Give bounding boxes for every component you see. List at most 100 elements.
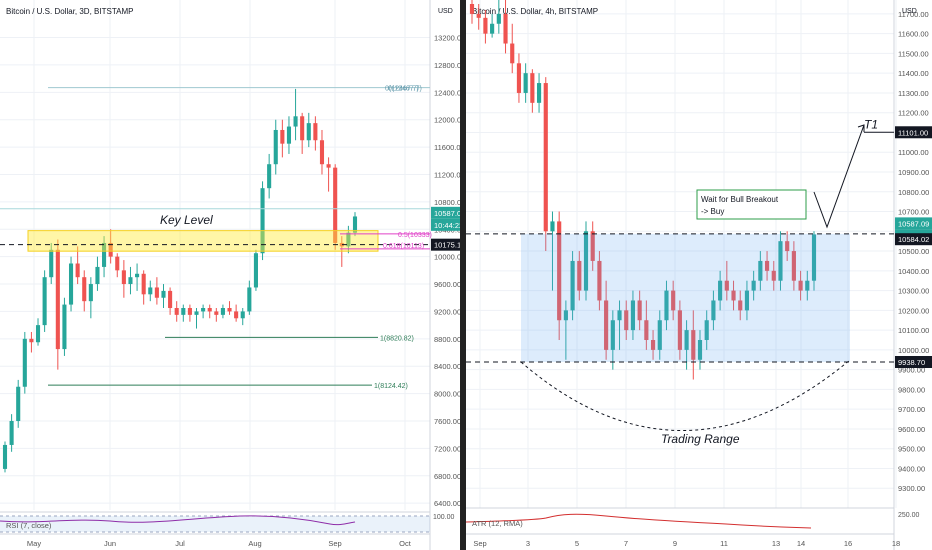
y-tick-label: 11600.00: [434, 143, 460, 152]
candle-body: [201, 308, 206, 312]
candle-body: [141, 273, 146, 295]
candle-body: [516, 63, 522, 93]
x-tick-label: Jul: [175, 539, 185, 548]
candle-body: [253, 253, 258, 288]
candle-body: [82, 277, 87, 302]
callout-box: [696, 189, 807, 220]
right-chart-pane[interactable]: 11700.00 11600.00 11500.00 11400.00 11300.00…: [466, 0, 932, 550]
current-price-tag-bg: [895, 217, 932, 230]
candle-body: [2, 444, 8, 469]
left-chart-pane[interactable]: 13200.00 12800.00 12400.00 12000.00 11600.00…: [0, 0, 460, 550]
y-tick-label: 12800.00: [434, 61, 460, 70]
candle-body: [168, 290, 173, 309]
range-top-price-tag-bg: [895, 233, 932, 246]
x-tick-label: Aug: [248, 539, 261, 548]
candle-body: [718, 280, 723, 301]
candle-body: [805, 280, 810, 291]
candle-body: [490, 23, 495, 34]
y-tick-label: 9300.00: [898, 484, 925, 493]
candle-body: [469, 4, 475, 14]
candle-body: [174, 308, 179, 315]
rounding-bottom-arc: [520, 359, 851, 431]
candle-body: [326, 164, 331, 168]
candle-body: [55, 249, 60, 350]
rsi-label: RSI (7, close): [6, 521, 52, 530]
key-level-price-tag-bg: [431, 238, 460, 251]
candle-body: [68, 263, 74, 305]
projection-arrowhead: [857, 124, 865, 132]
y-tick-label: 8400.00: [434, 362, 460, 371]
atr-scale-label: 250.00: [898, 512, 920, 519]
candle-body: [22, 338, 27, 387]
x-tick-label: 11: [720, 539, 728, 548]
candle-body: [610, 320, 615, 350]
y-tick-label: 10300.00: [898, 287, 929, 296]
candle-body: [35, 325, 41, 343]
y-tick-label: 11500.00: [898, 49, 929, 58]
y-tick-label: 10700.00: [898, 208, 929, 217]
candle-body: [42, 277, 47, 326]
y-tick-label: 9500.00: [898, 445, 925, 454]
t1-price-tag-bg: [895, 126, 932, 139]
candle-body: [557, 221, 562, 321]
candle-body: [650, 340, 656, 350]
candle-body: [597, 260, 602, 301]
candle-body: [684, 330, 689, 350]
key-level-text: Key Level: [160, 213, 213, 227]
candle-body: [536, 83, 542, 103]
callout-text-line2: -> Buy: [701, 207, 724, 216]
y-tick-label: 6400.00: [434, 499, 460, 508]
candle-body: [791, 251, 796, 281]
y-tick-label: 7200.00: [434, 444, 460, 453]
candle-body: [637, 300, 642, 321]
candles-group: [469, 0, 817, 380]
y-tick-label: 9800.00: [898, 385, 925, 394]
candle-body: [273, 129, 278, 165]
candle-body: [234, 311, 239, 319]
right-chart[interactable]: 11700.00 11600.00 11500.00 11400.00 11300.00…: [466, 0, 932, 550]
candle-body: [744, 290, 750, 311]
pane-divider[interactable]: [460, 0, 466, 550]
rsi-line: [0, 515, 356, 526]
candle-body: [550, 221, 555, 232]
y-tick-label: 9400.00: [898, 464, 925, 473]
candle-body: [496, 13, 501, 24]
range-bottom-price-tag-bg: [895, 355, 932, 368]
t1-price-tag: 11101.00: [898, 128, 928, 137]
candle-body: [306, 123, 311, 141]
x-tick-label: 13: [772, 539, 780, 548]
candle-body: [49, 249, 54, 278]
fib-label-top: 0(12467.7): [385, 86, 419, 93]
y-tick-label: 10000.00: [898, 346, 929, 355]
currency-label: USD: [902, 8, 917, 15]
y-tick-label: 9600.00: [898, 425, 925, 434]
candle-body: [148, 287, 153, 295]
candle-body: [657, 320, 662, 350]
current-price-tag-bg: [431, 206, 460, 219]
y-tick-label: 11200.00: [434, 170, 460, 179]
candle-body: [339, 242, 344, 247]
candle-body: [731, 290, 736, 301]
rsi-scale-label: 100.00: [433, 514, 455, 521]
y-tick-label: 11000.00: [898, 148, 929, 157]
candle-body: [227, 308, 232, 312]
candle-body: [247, 287, 252, 312]
candle-body: [530, 73, 535, 103]
candle-body: [704, 320, 709, 340]
candles-group: [2, 88, 358, 473]
candle-body: [75, 263, 80, 278]
candle-body: [697, 340, 703, 360]
x-tick-label: 5: [575, 539, 579, 548]
y-tick-label: 12000.00: [434, 116, 460, 125]
left-chart[interactable]: 13200.00 12800.00 12400.00 12000.00 11600.00…: [0, 0, 460, 550]
rsi-band: [0, 516, 430, 532]
candle-body: [88, 284, 93, 302]
candle-body: [664, 290, 669, 321]
x-tick-label: Sep: [473, 539, 486, 548]
candle-body: [102, 242, 107, 267]
chart-title: Bitcoin / U.S. Dollar, 4h, BITSTAMP: [472, 7, 598, 16]
candle-body: [677, 310, 682, 350]
trading-range-box: [521, 233, 850, 362]
y-tick-label: 9200.00: [434, 307, 460, 316]
y-tick-label: 11200.00: [898, 109, 929, 118]
